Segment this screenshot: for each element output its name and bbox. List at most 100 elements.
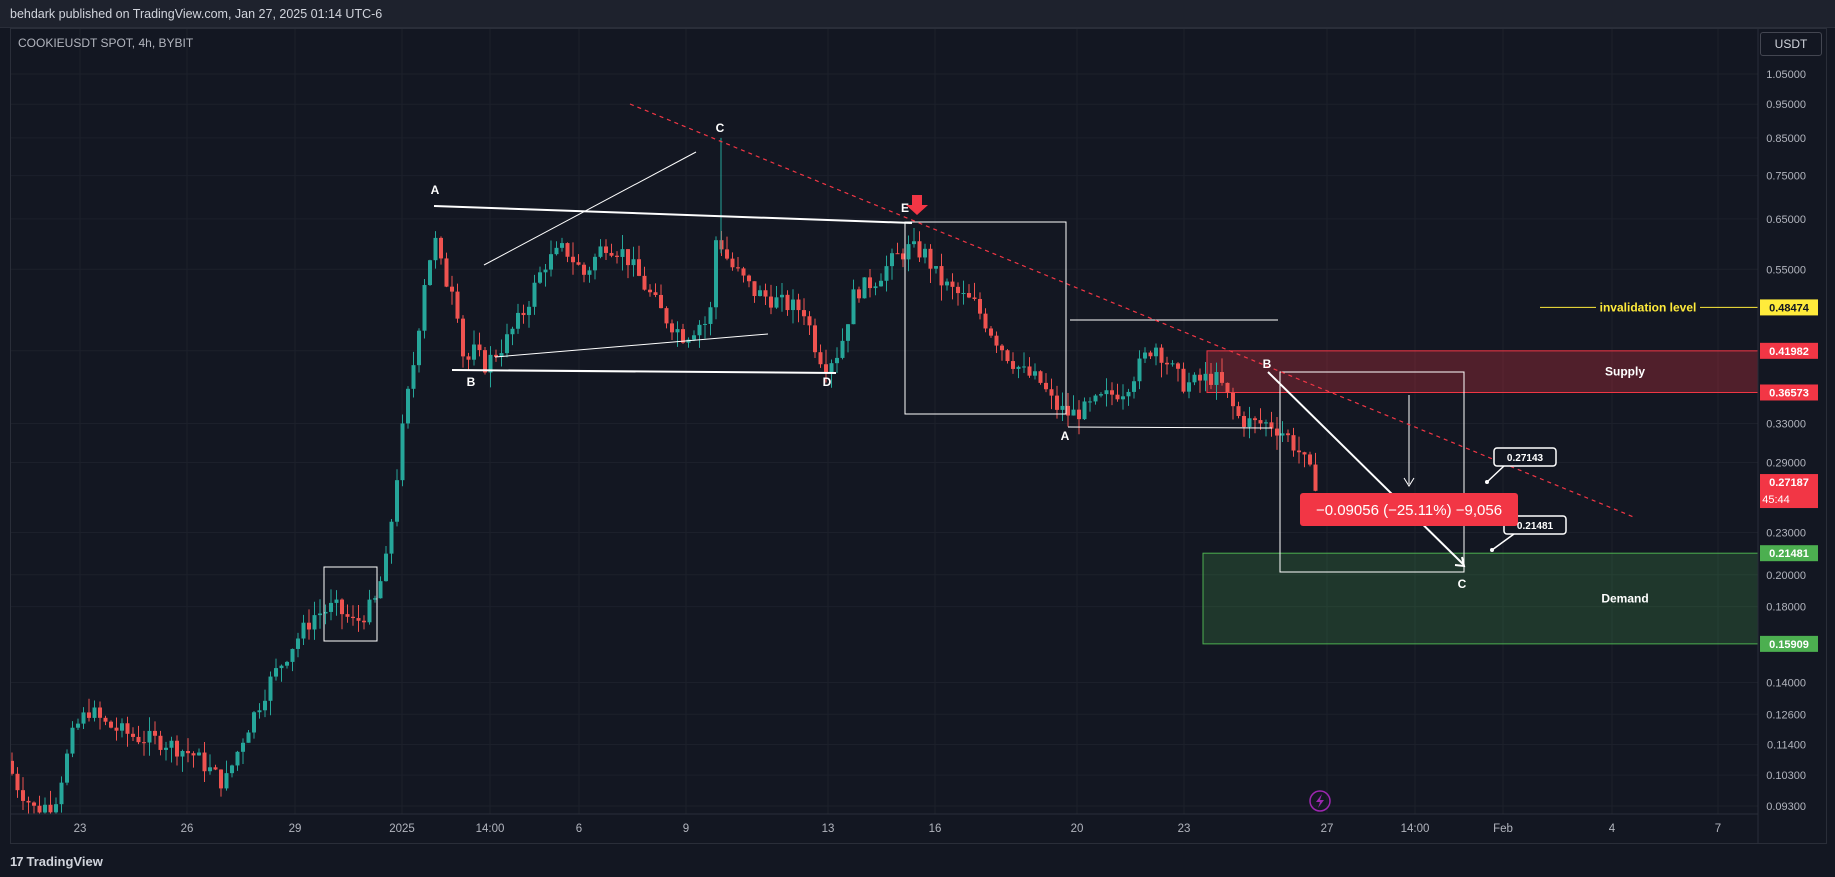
y-tick-label: 0.85000 xyxy=(1766,133,1806,145)
footer-bar xyxy=(0,844,1835,877)
candle-body xyxy=(1170,363,1175,365)
x-tick-label: 6 xyxy=(576,823,582,835)
candle-body xyxy=(1225,382,1230,393)
x-tick-label: 9 xyxy=(683,823,689,835)
measure-label-box xyxy=(1300,493,1518,526)
candle-body xyxy=(334,599,339,603)
price-callout-box xyxy=(1493,447,1557,467)
candle-body xyxy=(928,248,933,269)
candle-body xyxy=(972,297,977,299)
candle-body xyxy=(351,616,355,619)
x-tick-label: 7 xyxy=(1715,823,1721,835)
candle-body xyxy=(1143,352,1147,359)
candle-body xyxy=(400,423,405,481)
candle-body xyxy=(1049,389,1054,396)
price-badge-text: 0.15909 xyxy=(1769,639,1809,651)
candle-body xyxy=(692,335,696,340)
candle-body xyxy=(422,285,427,331)
price-badge xyxy=(1760,384,1818,401)
candle-body xyxy=(670,323,674,333)
candle-body xyxy=(274,668,278,677)
candle-body xyxy=(180,751,185,757)
candle-body xyxy=(714,240,718,308)
candle-body xyxy=(1126,391,1131,397)
candle-body xyxy=(763,290,768,297)
wave-label: C xyxy=(1458,577,1467,591)
candle-body xyxy=(191,753,196,756)
price-badge xyxy=(1760,635,1818,652)
candle-body xyxy=(175,740,179,757)
candle-body xyxy=(1286,433,1290,436)
candle-body xyxy=(703,323,707,325)
x-tick-label: 20 xyxy=(1071,823,1084,835)
price-badge-text: 0.21481 xyxy=(1769,548,1809,560)
candle-body xyxy=(1236,406,1241,416)
candle-body xyxy=(318,613,322,616)
price-badge-text: 0.48474 xyxy=(1769,302,1810,314)
candle-body xyxy=(725,249,729,259)
candle-body xyxy=(373,598,377,600)
candle-body xyxy=(125,723,130,734)
candle-body xyxy=(653,292,658,295)
candle-body xyxy=(1209,373,1213,385)
candle-body xyxy=(43,804,47,813)
tradingview-logo-text: TradingView xyxy=(26,854,103,869)
candle-body xyxy=(1038,371,1043,383)
y-tick-label: 0.95000 xyxy=(1766,99,1806,111)
candle-body xyxy=(1066,405,1070,416)
candle-body xyxy=(1214,372,1219,385)
invalidation-label: invalidation level xyxy=(1600,300,1697,314)
x-tick-label: 16 xyxy=(929,823,942,835)
candle-body xyxy=(950,281,955,287)
candle-body xyxy=(367,599,372,623)
candle-body xyxy=(384,553,388,582)
candle-body xyxy=(1137,358,1142,382)
x-tick-label: 23 xyxy=(1178,823,1191,835)
candle-body xyxy=(213,767,218,770)
candle-body xyxy=(1044,382,1048,390)
currency-button[interactable]: USDT xyxy=(1760,32,1822,56)
y-tick-label: 0.14000 xyxy=(1766,677,1806,689)
candle-body xyxy=(549,254,553,270)
candle-body xyxy=(1016,366,1021,369)
candle-body xyxy=(1258,420,1263,424)
candle-body xyxy=(1181,368,1186,392)
candle-body xyxy=(472,344,476,360)
candle-body xyxy=(609,252,614,256)
tradingview-logo[interactable]: 17 TradingView xyxy=(10,854,103,869)
candle-body xyxy=(593,256,597,271)
y-tick-label: 0.29000 xyxy=(1766,458,1806,470)
candle-body xyxy=(483,350,487,373)
y-tick-label: 0.75000 xyxy=(1766,171,1806,183)
candle-body xyxy=(543,269,548,273)
candle-body xyxy=(774,297,779,308)
candle-body xyxy=(345,614,350,617)
candle-body xyxy=(329,602,333,612)
candle-body xyxy=(824,364,828,374)
candle-body xyxy=(1005,350,1010,362)
y-tick-label: 0.23000 xyxy=(1766,528,1806,540)
candle-body xyxy=(1055,395,1059,410)
price-badge-text: 0.36573 xyxy=(1769,387,1809,399)
candle-body xyxy=(202,752,207,772)
candle-body xyxy=(1115,394,1120,400)
candle-body xyxy=(879,280,883,287)
candle-body xyxy=(752,281,757,297)
candle-body xyxy=(15,773,20,791)
candle-body xyxy=(158,735,163,750)
wedge-lower-line xyxy=(494,333,769,358)
candle-body xyxy=(829,363,834,374)
candle-body xyxy=(994,335,999,346)
price-callout-pointer xyxy=(1486,465,1505,483)
candle-body xyxy=(873,286,878,289)
candle-body xyxy=(648,289,652,293)
candle-body xyxy=(32,802,36,806)
candle-body xyxy=(147,730,152,743)
y-tick-label: 0.11400 xyxy=(1767,740,1806,752)
candle-body xyxy=(1093,395,1098,402)
publish-header: behdark published on TradingView.com, Ja… xyxy=(0,0,1835,28)
candle-body xyxy=(208,767,212,772)
lightning-icon xyxy=(1309,790,1331,812)
candle-body xyxy=(395,480,399,522)
